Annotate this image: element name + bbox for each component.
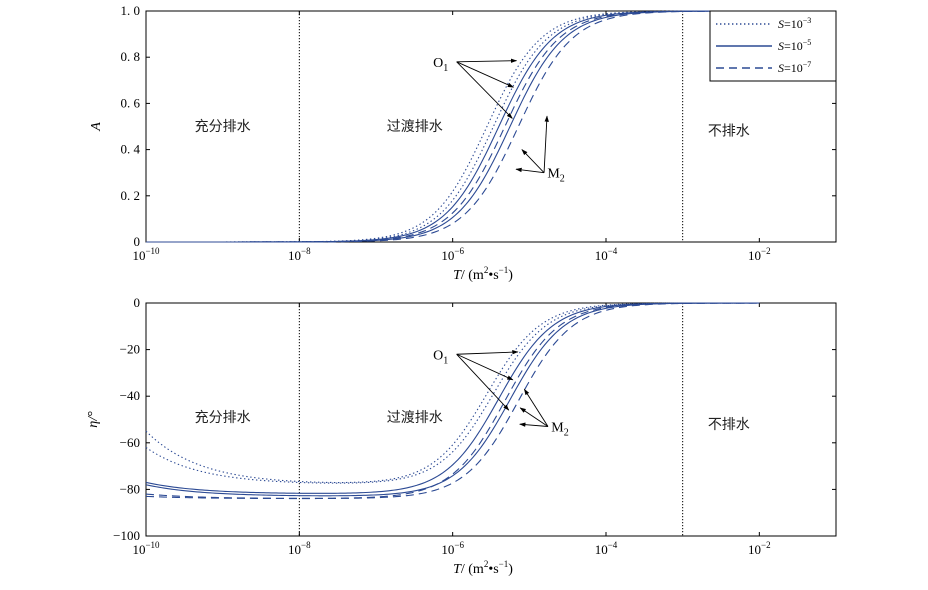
series-line-dotted: [145, 302, 760, 484]
series-line-solid: [146, 10, 760, 243]
series-line-dashed: [145, 302, 760, 500]
annotation-label: O1: [433, 348, 448, 366]
legend-label: S=10−3: [778, 16, 811, 31]
annotation-arrow: [543, 115, 549, 173]
annotation-arrow: [519, 407, 549, 427]
y-tick-label: −60: [120, 435, 140, 450]
y-tick-label: 0. 4: [121, 142, 141, 157]
series-line-solid: [145, 302, 760, 494]
x-tick-label: 10−4: [595, 540, 618, 557]
plot-eta-vs-T: 10−10 10−8 10−6 10−4 10−2 −100 −80 −60 −40 −20 0 η/…: [86, 295, 837, 577]
annotation-label: O1: [433, 56, 448, 74]
annotation-arrow: [456, 353, 514, 381]
x-tick-label: 10−6: [441, 246, 464, 263]
zone-label: 不排水: [708, 124, 750, 140]
series-line-solid: [145, 302, 760, 497]
zone-label: 不排水: [708, 417, 750, 433]
y-axis-label: A: [89, 122, 104, 132]
annotation-arrow: [456, 349, 519, 355]
x-tick-label: 10−2: [748, 246, 771, 263]
y-tick-label: 0: [134, 295, 141, 310]
series-line-dashed: [146, 10, 760, 243]
axes-frame: [145, 10, 837, 243]
y-tick-label: 1. 0: [121, 3, 141, 18]
x-tick-label: 10−8: [288, 246, 311, 263]
y-tick-label: −100: [113, 528, 140, 543]
zone-label: 充分排水: [195, 119, 251, 135]
y-tick-label: −40: [120, 388, 140, 403]
zone-label: 充分排水: [195, 410, 251, 426]
annotation-arrow: [456, 353, 510, 411]
x-tick-label: 10−4: [595, 246, 618, 263]
x-tick-label: 10−10: [132, 540, 160, 557]
x-tick-label: 10−10: [132, 246, 160, 263]
y-tick-label: 0. 2: [121, 188, 141, 203]
x-axis-label: T/ (m2•s−1): [453, 559, 513, 577]
legend-label: S=10−7: [778, 60, 811, 75]
x-tick-label: 10−2: [748, 540, 771, 557]
annotation-arrow: [519, 422, 549, 427]
annotation-arrow: [523, 388, 549, 427]
series-line-dotted: [145, 302, 760, 484]
y-tick-label: −20: [120, 342, 140, 357]
annotation-arrow: [456, 58, 518, 63]
annotation-label: M2: [547, 167, 564, 185]
x-axis-label: T/ (m2•s−1): [453, 265, 513, 283]
annotation-arrow: [456, 61, 514, 88]
annotation-label: M2: [551, 420, 568, 438]
zone-label: 过渡排水: [387, 410, 443, 426]
y-tick-label: 0. 8: [121, 49, 141, 64]
plot-A-vs-T: 10−10 10−8 10−6 10−4 10−2 0 0. 2 0. 4 0. 6 0. 8 1.…: [89, 3, 837, 283]
zone-label: 过渡排水: [387, 119, 443, 135]
legend-label: S=10−5: [778, 38, 811, 53]
series-line-dashed: [145, 302, 760, 499]
x-tick-label: 10−8: [288, 540, 311, 557]
y-tick-label: 0: [134, 234, 141, 249]
axes-frame: [145, 302, 837, 537]
annotation-arrow: [515, 167, 545, 174]
annotation-arrow: [456, 61, 513, 119]
y-tick-label: 0. 6: [121, 95, 141, 110]
x-tick-label: 10−6: [441, 540, 464, 557]
annotation-arrow: [521, 149, 545, 174]
y-tick-label: −80: [120, 481, 140, 496]
legend: S=10−3 S=10−5 S=10−7: [709, 10, 837, 82]
y-axis-label: η/°: [86, 411, 101, 428]
